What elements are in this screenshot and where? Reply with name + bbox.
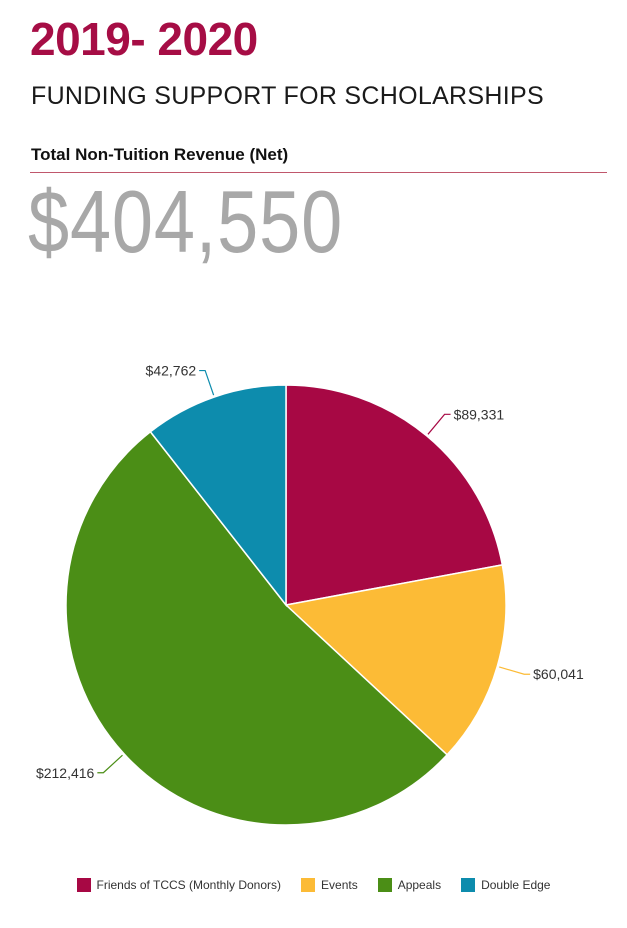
page-subtitle: FUNDING SUPPORT FOR SCHOLARSHIPS bbox=[31, 82, 544, 110]
legend-label: Appeals bbox=[397, 878, 442, 892]
leader-line bbox=[499, 666, 531, 675]
legend-item: Friends of TCCS (Monthly Donors) bbox=[76, 878, 282, 892]
year-title: 2019- 2020 bbox=[30, 13, 258, 65]
leader-line bbox=[199, 369, 215, 396]
pie-slice bbox=[149, 384, 287, 608]
slice-label: $42,762 bbox=[146, 363, 197, 379]
slice-label: $212,416 bbox=[36, 765, 95, 781]
slice-label: $60,041 bbox=[533, 666, 584, 682]
legend-swatch bbox=[461, 878, 476, 892]
divider-rule bbox=[30, 172, 607, 173]
chart-legend: Friends of TCCS (Monthly Donors) Events … bbox=[0, 878, 627, 892]
leader-line bbox=[97, 754, 123, 774]
legend-swatch bbox=[301, 878, 316, 892]
legend-label: Friends of TCCS (Monthly Donors) bbox=[96, 878, 282, 892]
legend-label: Events bbox=[321, 878, 358, 892]
leader-line bbox=[427, 413, 451, 435]
pie-slice bbox=[284, 564, 507, 756]
slice-label: $89,331 bbox=[454, 406, 505, 422]
total-revenue-value: $404,550 bbox=[28, 172, 344, 271]
pie-chart: $89,331 $60,041 $212,416 $42,762 bbox=[36, 363, 584, 826]
revenue-label: Total Non-Tuition Revenue (Net) bbox=[31, 145, 289, 164]
pie-slice bbox=[285, 384, 504, 606]
pie-slice bbox=[65, 430, 449, 826]
legend-item: Double Edge bbox=[461, 878, 550, 892]
legend-item: Events bbox=[301, 878, 358, 892]
legend-swatch bbox=[76, 878, 91, 892]
legend-item: Appeals bbox=[377, 878, 442, 892]
legend-label: Double Edge bbox=[481, 878, 551, 892]
legend-swatch bbox=[377, 878, 392, 892]
